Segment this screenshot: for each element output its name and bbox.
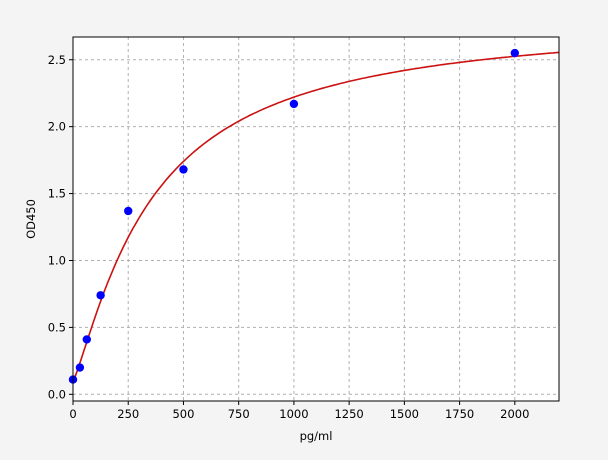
x-tick-label: 750 — [228, 407, 250, 421]
data-point — [510, 48, 520, 58]
x-tick-label: 1250 — [334, 407, 363, 421]
y-tick-label: 0.0 — [48, 387, 66, 401]
x-tick-label: 0 — [69, 407, 76, 421]
data-point — [124, 206, 133, 216]
data-point — [179, 165, 188, 174]
plot-area — [73, 37, 559, 401]
y-tick-label: 1.0 — [48, 253, 66, 267]
x-tick-label: 500 — [172, 407, 194, 421]
y-tick-label: 2.0 — [48, 120, 66, 134]
plot-frame — [72, 36, 560, 402]
data-point — [289, 99, 299, 109]
data-point — [82, 335, 92, 344]
data-point — [75, 363, 85, 372]
y-tick-label: 0.5 — [48, 320, 66, 334]
y-tick-label: 1.5 — [48, 187, 66, 201]
x-tick-label: 250 — [117, 407, 139, 421]
y-tick-label: 2.5 — [48, 53, 66, 67]
x-axis-label: pg/ml — [300, 429, 333, 443]
x-tick-label: 2000 — [500, 407, 529, 421]
x-tick-label: 1750 — [445, 407, 474, 421]
x-tick-label: 1000 — [279, 407, 308, 421]
x-tick-label: 1500 — [390, 407, 419, 421]
fit-curve — [72, 51, 560, 382]
y-axis-label: OD450 — [24, 199, 38, 239]
data-point — [96, 291, 105, 300]
